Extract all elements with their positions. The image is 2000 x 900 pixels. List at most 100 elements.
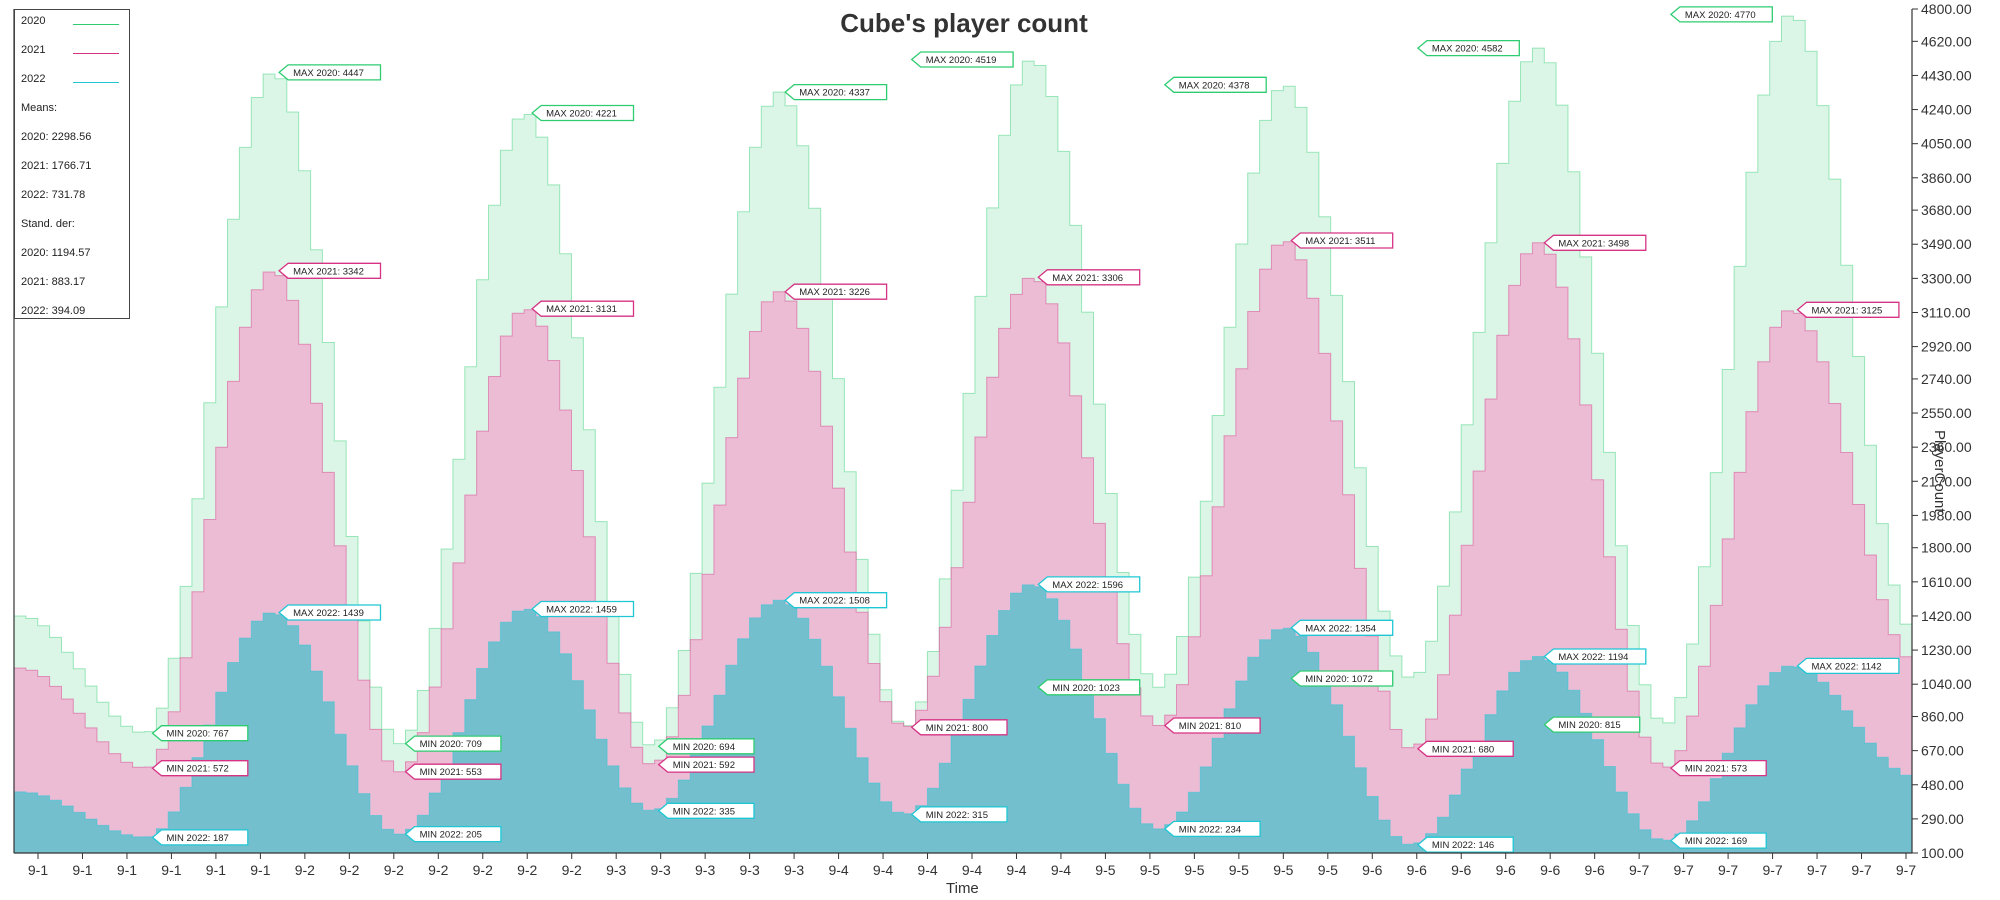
- annotation-label-2021-13: MIN 2021: 573: [1685, 764, 1747, 775]
- annotation-box-2020-12: [1543, 716, 1641, 733]
- annotation-box-2020-9: [1163, 76, 1267, 93]
- y-tick-label-13: 2550.00: [1921, 405, 1972, 421]
- x-tick-label-32: 9-6: [1451, 862, 1471, 878]
- x-tick-label-10: 9-2: [473, 862, 493, 878]
- annotation-box-2020-13: [1669, 6, 1773, 23]
- x-tick-label-26: 9-5: [1184, 862, 1204, 878]
- legend-std-label: Stand. der:: [21, 218, 75, 230]
- y-tick-label-16: 3110.00: [1921, 304, 1971, 320]
- annotation-label-2022-10: MAX 2022: 1354: [1305, 623, 1376, 634]
- annotation-box-2020-7: [910, 51, 1014, 68]
- x-tick-label-18: 9-4: [828, 862, 848, 878]
- legend: 2020 2021 2022 Means: 2020: 2298.56 2021…: [14, 9, 130, 319]
- annotation-box-2021-12: [1543, 234, 1647, 251]
- x-tick-label-39: 9-7: [1762, 862, 1782, 878]
- annotation-box-2021-7: [910, 719, 1008, 736]
- annotation-label-2021-11: MIN 2021: 680: [1432, 744, 1494, 755]
- y-tick-label-20: 3860.00: [1921, 170, 1972, 186]
- x-tick-label-19: 9-4: [873, 862, 893, 878]
- x-tick-label-8: 9-2: [384, 862, 404, 878]
- annotation-box-2020-5: [657, 738, 755, 755]
- x-tick-label-35: 9-6: [1585, 862, 1605, 878]
- x-tick-label-42: 9-7: [1896, 862, 1916, 878]
- x-tick-label-11: 9-2: [517, 862, 537, 878]
- y-tick-label-14: 2740.00: [1921, 371, 1972, 387]
- annotation-box-2022-5: [657, 802, 755, 819]
- legend-swatch-2022: [73, 82, 119, 83]
- x-tick-label-41: 9-7: [1851, 862, 1871, 878]
- y-tick-label-23: 4430.00: [1921, 67, 1972, 83]
- annotation-box-2020-10: [1290, 670, 1394, 687]
- annotation-box-2022-2: [278, 604, 382, 621]
- annotation-box-2022-7: [910, 806, 1008, 823]
- x-tick-label-16: 9-3: [740, 862, 760, 878]
- annotation-box-2021-9: [1163, 717, 1261, 734]
- annotation-label-2020-2: MAX 2020: 4447: [293, 68, 364, 79]
- annotation-label-2021-4: MAX 2021: 3131: [546, 304, 617, 315]
- annotation-label-2020-3: MIN 2020: 709: [420, 739, 482, 750]
- x-tick-label-25: 9-5: [1140, 862, 1160, 878]
- y-tick-label-22: 4240.00: [1921, 102, 1972, 118]
- annotation-label-2020-1: MIN 2020: 767: [167, 729, 229, 740]
- x-tick-label-7: 9-2: [339, 862, 359, 878]
- x-tick-label-33: 9-6: [1496, 862, 1516, 878]
- x-tick-label-14: 9-3: [651, 862, 671, 878]
- x-tick-label-37: 9-7: [1674, 862, 1694, 878]
- annotation-box-2020-3: [404, 735, 502, 752]
- x-tick-label-20: 9-4: [917, 862, 937, 878]
- annotation-box-2021-8: [1037, 269, 1141, 286]
- annotation-label-2020-11: MAX 2020: 4582: [1432, 44, 1503, 55]
- annotation-box-2021-14: [1796, 301, 1900, 318]
- annotation-label-2020-7: MAX 2020: 4519: [926, 55, 997, 66]
- annotation-box-2022-3: [404, 825, 502, 843]
- annotation-box-2021-3: [404, 763, 502, 780]
- annotation-box-2022-1: [151, 829, 249, 846]
- annotation-label-2022-3: MIN 2022: 205: [420, 830, 482, 841]
- y-tick-label-6: 1230.00: [1921, 642, 1972, 658]
- y-tick-label-7: 1420.00: [1921, 608, 1972, 624]
- annotation-label-2022-5: MIN 2022: 335: [673, 806, 735, 817]
- x-tick-label-21: 9-4: [962, 862, 982, 878]
- annotation-label-2021-10: MAX 2021: 3511: [1305, 236, 1375, 247]
- annotation-box-2022-4: [531, 600, 635, 618]
- annotation-label-2021-2: MAX 2021: 3342: [293, 266, 364, 277]
- x-tick-label-40: 9-7: [1807, 862, 1827, 878]
- y-tick-label-3: 670.00: [1921, 743, 1964, 759]
- annotation-label-2022-12: MAX 2022: 1194: [1558, 652, 1628, 663]
- annotation-label-2020-8: MIN 2020: 1023: [1052, 683, 1120, 694]
- y-axis-title: PlayerCount: [1931, 430, 1948, 513]
- y-tick-label-2: 480.00: [1921, 777, 1964, 793]
- annotation-box-2021-5: [657, 756, 755, 773]
- annotation-box-2020-8: [1037, 679, 1141, 696]
- annotation-label-2021-5: MIN 2021: 592: [673, 760, 735, 771]
- annotation-label-2022-4: MAX 2022: 1459: [546, 605, 617, 616]
- x-tick-label-34: 9-6: [1540, 862, 1560, 878]
- annotation-label-2021-6: MAX 2021: 3226: [799, 287, 870, 298]
- annotation-label-2022-2: MAX 2022: 1439: [293, 608, 364, 619]
- annotation-box-2022-13: [1669, 832, 1767, 849]
- y-tick-label-1: 290.00: [1921, 811, 1964, 827]
- annotation-box-2022-6: [784, 592, 888, 609]
- y-tick-label-17: 3300.00: [1921, 270, 1972, 286]
- legend-swatch-2020: [73, 24, 119, 25]
- x-tick-label-6: 9-2: [295, 862, 315, 878]
- annotation-label-2020-5: MIN 2020: 694: [673, 742, 735, 753]
- annotation-box-2020-6: [784, 83, 888, 101]
- annotation-box-2020-1: [151, 725, 249, 742]
- annotation-box-2021-1: [151, 760, 249, 777]
- annotation-label-2021-12: MAX 2021: 3498: [1558, 238, 1629, 249]
- y-tick-label-21: 4050.00: [1921, 136, 1972, 152]
- annotation-box-2020-2: [278, 64, 382, 81]
- series-area-2022: [13, 584, 1913, 854]
- chart-title: Cube's player count: [840, 8, 1088, 38]
- x-tick-label-27: 9-5: [1229, 862, 1249, 878]
- annotation-label-2021-14: MAX 2021: 3125: [1812, 305, 1883, 316]
- x-tick-label-9: 9-2: [428, 862, 448, 878]
- annotation-label-2022-1: MIN 2022: 187: [167, 833, 229, 844]
- x-tick-label-17: 9-3: [784, 862, 804, 878]
- legend-std-2022: 2022: 394.09: [21, 305, 86, 317]
- x-tick-label-38: 9-7: [1718, 862, 1738, 878]
- legend-mean-2021: 2021: 1766.71: [21, 160, 92, 172]
- y-tick-label-25: 4800.00: [1921, 1, 1972, 17]
